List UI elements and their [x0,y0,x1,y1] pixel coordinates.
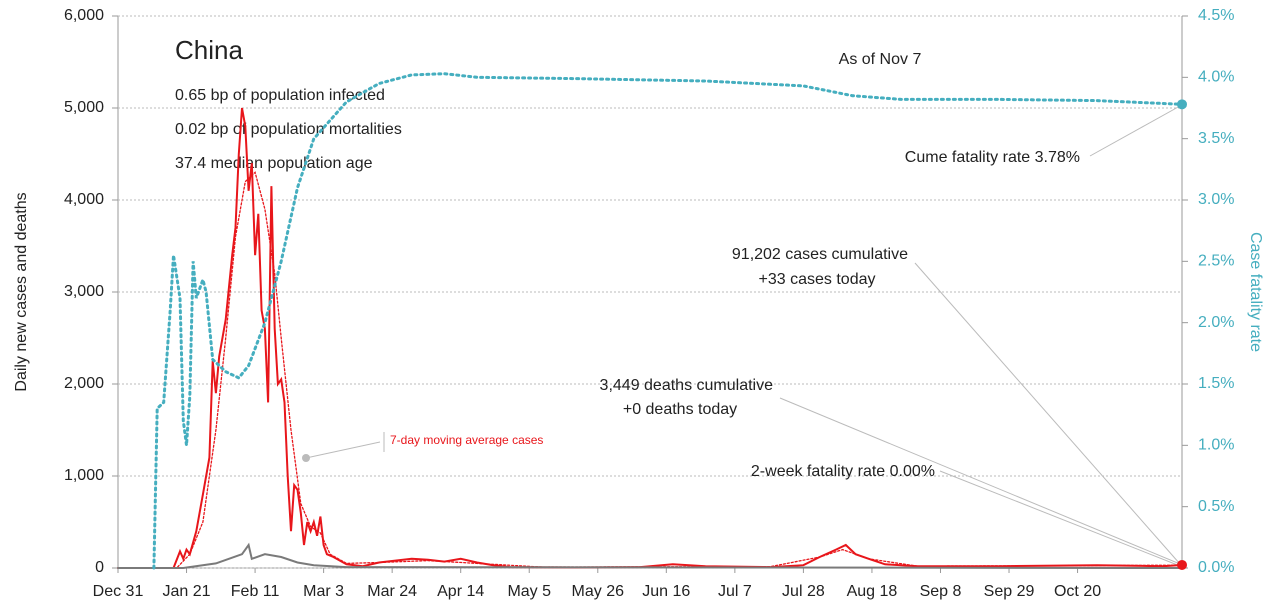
x-tick-label: Sep 8 [920,583,962,600]
y-axis-label: Daily new cases and deaths [13,192,30,391]
end-marker [1177,99,1187,110]
annotation: 2-week fatality rate 0.00% [751,463,935,480]
y2-tick-label: 1.5% [1198,375,1234,392]
x-tick-label: May 5 [507,583,551,600]
subtitle: 0.65 bp of population infected [175,87,385,104]
annotation: 3,449 deaths cumulative [600,377,774,394]
y2-tick-label: 0.5% [1198,498,1234,515]
annotation: Cume fatality rate 3.78% [905,149,1080,166]
x-tick-label: May 26 [572,583,625,600]
subtitle: 0.02 bp of population mortalities [175,121,402,138]
series-line [117,542,1183,569]
y-tick-label: 2,000 [64,375,104,392]
annotation: 91,202 cases cumulative [732,246,908,263]
annotation: +0 deaths today [623,401,737,418]
y2-tick-label: 1.0% [1198,437,1234,454]
series-line [152,72,1184,570]
y2-axis-label: Case fatality rate [1247,232,1264,352]
end-marker [1177,559,1187,570]
leader-lines [305,105,1181,567]
y-tick-label: 6,000 [64,7,104,24]
subtitle: 37.4 median population age [175,155,373,172]
annotation-dot [302,454,310,462]
series-line [117,171,1183,569]
y-tick-label: 4,000 [64,191,104,208]
y2-tick-label: 4.5% [1198,7,1234,24]
x-tick-label: Jul 28 [782,583,825,600]
x-tick-label: Oct 20 [1054,583,1101,600]
y2-tick-label: 2.0% [1198,314,1234,331]
x-tick-label: Jan 21 [163,583,211,600]
x-tick-label: Mar 3 [303,583,344,600]
annotation: 7-day moving average cases [390,433,543,447]
y-tick-label: 3,000 [64,283,104,300]
y-tick-label: 0 [95,559,104,576]
y2-tick-label: 0.0% [1198,559,1234,576]
chart-title: China [175,35,243,65]
x-tick-label: Jun 16 [642,583,690,600]
x-tick-label: Aug 18 [847,583,898,600]
y2-tick-label: 4.0% [1198,69,1234,86]
x-tick-label: Mar 24 [367,583,417,600]
y2-tick-label: 2.5% [1198,253,1234,270]
annotation: As of Nov 7 [839,51,922,68]
x-tick-label: Apr 14 [437,583,484,600]
x-tick-label: Dec 31 [93,583,144,600]
y2-tick-label: 3.5% [1198,130,1234,147]
y-tick-label: 1,000 [64,467,104,484]
annotation: +33 cases today [759,271,876,288]
x-tick-label: Jul 7 [718,583,752,600]
y2-tick-label: 3.0% [1198,191,1234,208]
y-tick-label: 5,000 [64,99,104,116]
x-tick-label: Sep 29 [984,583,1035,600]
x-tick-label: Feb 11 [231,583,280,600]
